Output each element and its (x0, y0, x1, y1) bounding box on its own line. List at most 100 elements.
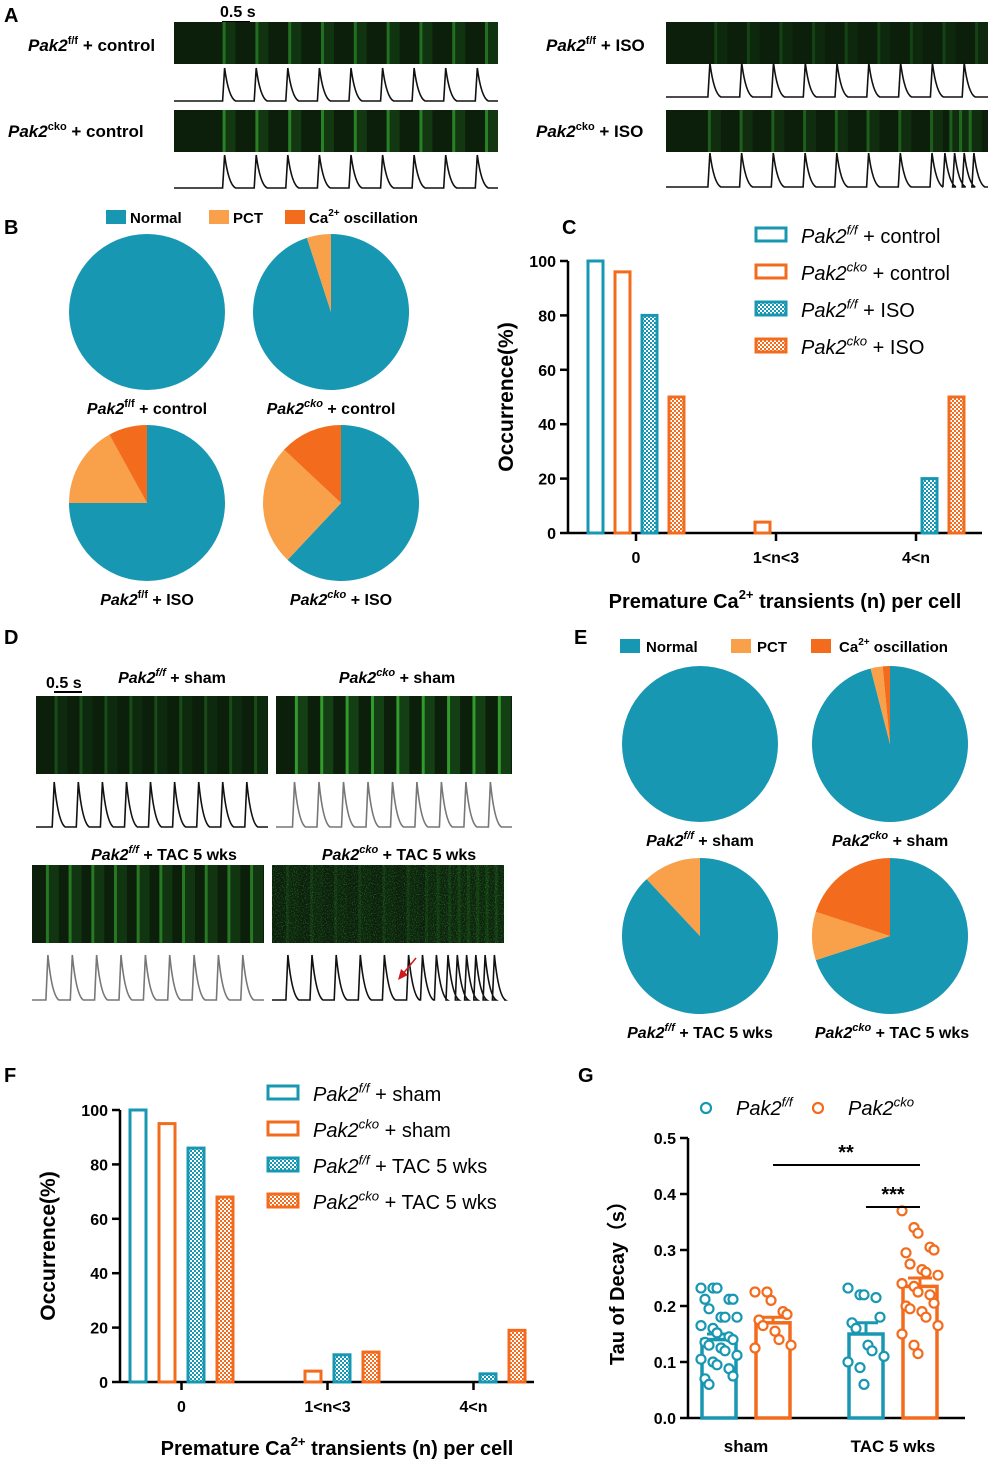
legend-marker (811, 1101, 825, 1115)
panel-b: B Normal PCT Ca2+ oscillation Pak2f/f + … (4, 208, 420, 609)
linescan-wt-control (174, 22, 498, 64)
linescan-wt-control-glow (356, 22, 367, 64)
linescan-wt-sham-glow (57, 696, 68, 774)
linescan-cko-iso-stripe (898, 110, 902, 152)
linescan-wt-iso-glow (880, 22, 891, 64)
data-point (699, 1293, 711, 1305)
trace-wt-control (174, 67, 498, 102)
linescan-cko-control-glow (225, 110, 236, 152)
linescan-cko-sham-glow (424, 696, 435, 774)
linescan-wt-tac-glow (139, 865, 150, 943)
linescan-cko-control-glow (324, 110, 335, 152)
legend-marker (699, 1101, 713, 1115)
scale-bar-label: 0.5 s (220, 4, 256, 21)
linescan-wt-iso-glow (782, 22, 793, 64)
linescan-wt-iso-stripe (975, 22, 979, 64)
legend-entry: Pak2f/f + ISO (801, 297, 915, 322)
data-point (912, 1227, 924, 1239)
data-point (878, 1350, 890, 1363)
x-tick-label: 4<n (902, 550, 930, 567)
legend-swatch (754, 226, 788, 243)
linescan-wt-iso-glow (815, 22, 826, 64)
linescan-cko-iso-stripe (803, 110, 807, 152)
linescan-wt-iso-stripe (812, 22, 816, 64)
data-point (928, 1297, 940, 1309)
pie-label-b4: Pak2cko + ISO (290, 589, 392, 609)
linescan-wt-tac-glow (185, 865, 196, 943)
x-tick-label: 0 (177, 1399, 186, 1416)
linescan-cko-control-stripe (419, 110, 423, 152)
pie-label-b3: Pak2f/f + ISO (100, 589, 194, 609)
x-tick-label: 1<n<3 (753, 550, 799, 567)
linescan-cko-sham-stripe (320, 696, 324, 774)
y-tick-label: 0.3 (654, 1243, 676, 1260)
linescan-wt-control-glow (455, 22, 466, 64)
pie-b3-slice-pct (69, 434, 147, 503)
linescan-cko-tac-glow (440, 865, 450, 943)
pie-e4-slice-normal (815, 858, 969, 1014)
data-point (912, 1286, 924, 1298)
linescan-wt-control-stripe (255, 22, 259, 64)
data-point (727, 1333, 739, 1346)
linescan-wt-control-stripe (222, 22, 226, 64)
linescan-wt-tac-glow (71, 865, 82, 943)
panel-e-letter: E (574, 627, 587, 649)
linescan-cko-tac-stripe (406, 865, 410, 943)
linescan-cko-tac-glow (361, 865, 371, 943)
red-arrow-icon (398, 969, 408, 980)
bar (361, 1350, 381, 1384)
legend-entry: Pak2cko + TAC 5 wks (313, 1189, 497, 1214)
linescan-cko-control-glow (488, 110, 499, 152)
image-label-d4: Pak2cko + TAC 5 wks (322, 844, 476, 864)
pie-b4-slice-oscillation (284, 425, 341, 503)
linescan-cko-tac-glow (498, 865, 508, 943)
linescan-cko-iso-stripe (930, 110, 934, 152)
linescan-wt-control-stripe (419, 22, 423, 64)
linescan-cko-control-glow (422, 110, 433, 152)
linescan-wt-sham-glow (207, 696, 218, 774)
linescan-wt-iso-stripe (942, 22, 946, 64)
panel-b-letter: B (4, 217, 18, 239)
linescan-wt-control-glow (324, 22, 335, 64)
y-axis-label: Occurrence(%) (495, 322, 518, 471)
legend-swatch (754, 300, 788, 317)
sig-label: ** (838, 1142, 854, 1164)
data-point (711, 1327, 723, 1339)
bar (157, 1122, 177, 1384)
pie-b1-slice-normal (69, 234, 225, 390)
linescan-wt-tac-stripe (227, 865, 231, 943)
data-point (749, 1342, 761, 1354)
linescan-wt-sham-glow (132, 696, 143, 774)
linescan-cko-tac-glow (337, 865, 347, 943)
pie-e2-slice-pct (870, 666, 890, 744)
pie-label-e3: Pak2f/f + TAC 5 wks (627, 1022, 773, 1042)
data-point (932, 1319, 944, 1332)
bar (920, 477, 939, 535)
data-point (904, 1258, 916, 1270)
linescan-wt-sham-glow (182, 696, 193, 774)
linescan-cko-iso-stripe (959, 110, 963, 152)
y-tick-label: 0.2 (654, 1299, 676, 1316)
image-label-d1: Pak2f/f + sham (118, 667, 226, 687)
y-tick-label: 0.5 (654, 1131, 676, 1148)
pie-label-b2: Pak2cko + control (267, 398, 396, 418)
bar (507, 1328, 527, 1384)
linescan-cko-tac-stripe (448, 865, 452, 943)
scale-bar-label-d: 0.5 s (46, 675, 82, 692)
linescan-cko-sham-glow (373, 696, 384, 774)
linescan-wt-iso-glow (847, 22, 858, 64)
data-point (731, 1349, 743, 1361)
data-point (695, 1353, 707, 1365)
linescan-cko-iso-glow (952, 110, 963, 152)
y-tick-label: 0 (547, 526, 556, 543)
linescan-cko-tac-noise (272, 865, 504, 943)
linescan-cko-iso-stripe (739, 110, 743, 152)
linescan-wt-iso (666, 22, 988, 64)
linescan-cko-iso-glow (742, 110, 753, 152)
data-point (870, 1291, 882, 1304)
pie-e2-slice-oscillation (882, 666, 890, 744)
linescan-cko-tac-glow (313, 865, 323, 943)
linescan-wt-iso-stripe (877, 22, 881, 64)
linescan-wt-tac-stripe (91, 865, 95, 943)
bar (640, 313, 659, 535)
